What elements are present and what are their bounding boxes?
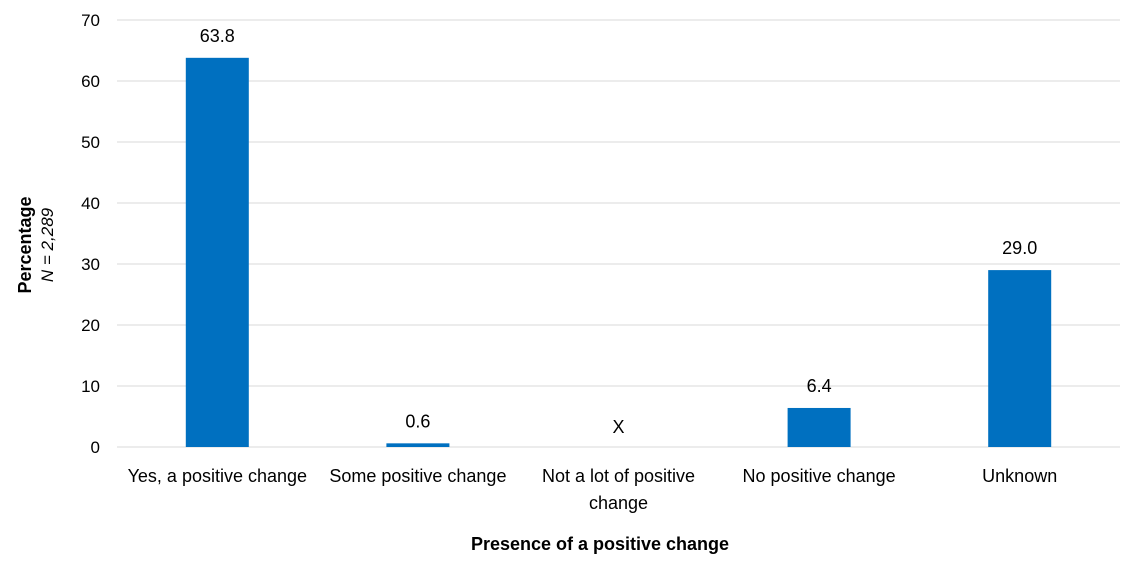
x-axis-title: Presence of a positive change bbox=[471, 534, 729, 554]
x-category-label: No positive change bbox=[743, 466, 896, 486]
y-tick-label: 70 bbox=[81, 11, 100, 30]
x-category-label: change bbox=[589, 493, 648, 513]
y-tick-label: 50 bbox=[81, 133, 100, 152]
bar-layer bbox=[185, 57, 1052, 447]
data-label: 29.0 bbox=[1002, 238, 1037, 258]
y-tick-label: 20 bbox=[81, 316, 100, 335]
label-layer: 0 10 20 30 40 50 60 70 63.8 Yes, a positive chang… bbox=[81, 11, 1057, 513]
data-label: X bbox=[612, 417, 624, 437]
x-category-label: Unknown bbox=[982, 466, 1057, 486]
y-tick-label: 10 bbox=[81, 377, 100, 396]
data-label: 6.4 bbox=[807, 376, 832, 396]
y-axis-subtitle: N = 2,289 bbox=[38, 207, 57, 282]
bar bbox=[386, 443, 450, 447]
y-tick-label: 40 bbox=[81, 194, 100, 213]
y-tick-label: 30 bbox=[81, 255, 100, 274]
x-category-label: Yes, a positive change bbox=[128, 466, 307, 486]
y-tick-label: 0 bbox=[91, 438, 100, 457]
y-axis-title: Percentage bbox=[15, 196, 35, 293]
y-tick-label: 60 bbox=[81, 72, 100, 91]
data-label: 63.8 bbox=[200, 26, 235, 46]
x-category-label: Not a lot of positive bbox=[542, 466, 695, 486]
bar bbox=[787, 407, 851, 447]
grid-layer bbox=[117, 19, 1120, 448]
bar bbox=[988, 270, 1052, 447]
x-category-label: Some positive change bbox=[329, 466, 506, 486]
bar bbox=[185, 57, 249, 447]
data-label: 0.6 bbox=[405, 411, 430, 431]
